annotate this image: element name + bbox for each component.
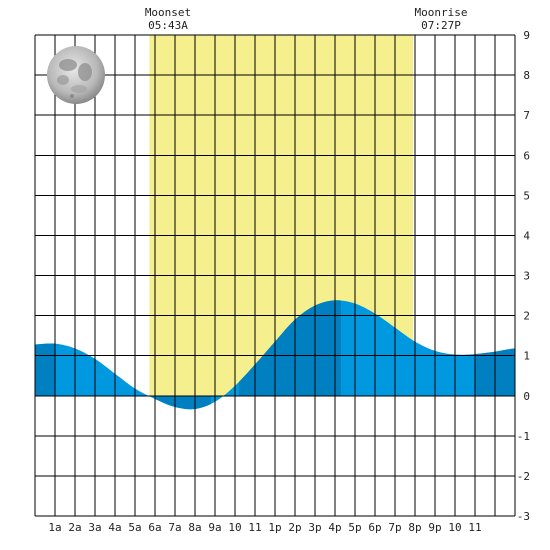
moonset-annotation: Moonset 05:43A: [145, 6, 191, 32]
x-axis-tick-labels: 1a 2a 3a 4a 5a 6a 7a 8a 9a 10 11 1p 2p 3p 4p 5p 6p 7p 8p 9p…: [48, 521, 481, 534]
x-tick-label: 5p: [348, 521, 361, 534]
y-tick-label: 0: [523, 390, 530, 403]
grid-lines: [34, 34, 516, 517]
x-tick-label: 4p: [328, 521, 341, 534]
x-tick-label: 2a: [68, 521, 81, 534]
x-tick-label: 6p: [368, 521, 381, 534]
y-tick-label: 2: [523, 310, 530, 323]
y-tick-label: 1: [523, 350, 530, 363]
x-tick-label: 5a: [128, 521, 141, 534]
y-tick-label: 6: [523, 149, 530, 162]
x-tick-label: 6a: [148, 521, 161, 534]
full-moon-icon: [47, 46, 105, 104]
y-tick-label: 7: [523, 109, 530, 122]
x-tick-label: 4a: [108, 521, 121, 534]
x-tick-label: 11: [248, 521, 261, 534]
x-tick-label: 7a: [168, 521, 181, 534]
x-tick-label: 1p: [268, 521, 281, 534]
moonrise-label: Moonrise: [415, 6, 468, 19]
x-tick-label: 1a: [48, 521, 61, 534]
x-tick-label: 10: [228, 521, 241, 534]
moonrise-time: 07:27P: [421, 19, 461, 32]
y-tick-label: -3: [517, 510, 530, 523]
y-tick-label: -1: [517, 430, 530, 443]
y-tick-label: 9: [523, 29, 530, 42]
y-tick-label: 5: [523, 189, 530, 202]
x-tick-label: 9a: [208, 521, 221, 534]
x-tick-label: 8a: [188, 521, 201, 534]
y-tick-label: 8: [523, 69, 530, 82]
x-tick-label: 3p: [308, 521, 321, 534]
y-tick-label: 4: [523, 229, 530, 242]
y-tick-label: 3: [523, 270, 530, 283]
x-tick-label: 7p: [388, 521, 401, 534]
x-tick-label: 8p: [408, 521, 421, 534]
moonrise-annotation: Moonrise 07:27P: [415, 6, 468, 32]
x-tick-label: 11: [468, 521, 481, 534]
x-tick-label: 3a: [88, 521, 101, 534]
y-axis-tick-labels: 9 8 7 6 5 4 3 2 1 0 -1 -2 -3: [517, 29, 531, 523]
moonset-time: 05:43A: [148, 19, 188, 32]
x-tick-label: 9p: [428, 521, 441, 534]
x-tick-label: 2p: [288, 521, 301, 534]
x-tick-label: 10: [448, 521, 461, 534]
y-tick-label: -2: [517, 470, 530, 483]
moonset-label: Moonset: [145, 6, 191, 19]
